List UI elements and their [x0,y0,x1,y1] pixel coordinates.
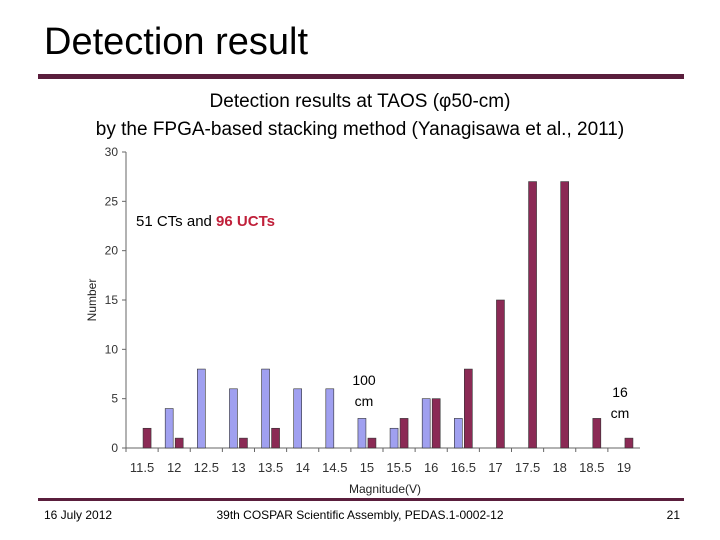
x-tick-label: 17.5 [515,460,540,475]
y-axis-label: Number [85,279,99,322]
y-tick-labels: 0 5 10 15 20 25 30 [105,145,119,455]
bar-16cm-18 [560,181,569,449]
y-tick-label: 15 [105,293,119,307]
series-100cm-label-unit: cm [355,393,374,409]
page-number: 21 [666,508,680,522]
bar-16cm-16 [431,398,441,449]
series-16cm-label-unit: cm [611,405,630,421]
bar-100cm-16 [421,398,431,449]
chart-bars [142,181,634,449]
y-tick-label: 20 [105,244,119,258]
x-tick-label: 19 [617,460,631,475]
x-tick-label: 16 [424,460,438,475]
bar-16cm-19 [624,437,634,449]
bar-100cm-12 [164,408,174,449]
x-tick-label: 17 [488,460,502,475]
bar-16cm-11.5 [142,427,152,449]
x-tick-label: 15 [360,460,374,475]
y-tick-label: 10 [105,342,119,356]
x-tick-labels: 11.5 12 12.5 13 13.5 14 14.5 15 15.5 16 16.5 17 17.5… [130,460,631,475]
bar-100cm-16.5 [454,418,463,449]
x-tick-label: 14.5 [322,460,347,475]
x-tick-label: 12 [167,460,181,475]
series-16cm-label-number: 16 [612,384,628,400]
x-tick-label: 18 [552,460,566,475]
x-tick-label: 18.5 [579,460,604,475]
count-highlight: 96 UCTs [216,213,275,230]
detection-count-annotation: 51 CTs and 96 UCTs [136,213,275,230]
bar-100cm-14.5 [325,388,335,449]
bar-100cm-15.5 [389,427,399,449]
bar-16cm-18.5 [592,418,602,449]
footer-divider [38,498,684,501]
footer-event: 39th COSPAR Scientific Assembly, PEDAS.1… [216,508,504,522]
chart-caption-line-2: by the FPGA-based stacking method (Yanag… [95,119,625,140]
count-prefix: 51 CTs and [136,213,216,230]
x-tick-label: 13 [231,460,245,475]
bar-16cm-15 [367,437,377,449]
bar-16cm-17.5 [528,181,537,449]
chart-axes [122,151,640,452]
y-tick-label: 30 [105,145,119,159]
x-tick-label: 12.5 [194,460,219,475]
x-tick-label: 13.5 [258,460,283,475]
bar-16cm-17 [496,299,505,449]
bar-100cm-14 [293,388,302,449]
footer-date: 16 July 2012 [44,508,113,522]
x-tick-label: 11.5 [130,460,154,475]
x-axis-label: Magnitude(V) [349,482,421,496]
bar-100cm-15 [357,418,367,449]
chart-caption-line-1: Detection results at TAOS (φ50-cm) [209,91,511,112]
y-tick-label: 5 [111,392,118,406]
bar-16cm-13.5 [271,427,280,449]
bar-16cm-15.5 [399,418,409,449]
series-100cm-label-number: 100 [352,372,376,388]
y-tick-label: 0 [111,441,118,455]
bar-16cm-16.5 [464,368,473,449]
x-tick-label: 16.5 [451,460,476,475]
bar-100cm-13.5 [261,368,270,449]
slide-title: Detection result [44,21,309,63]
bar-100cm-13 [229,388,238,449]
bar-100cm-12.5 [197,368,206,449]
x-tick-label: 15.5 [386,460,411,475]
bar-16cm-13 [239,437,248,449]
y-tick-label: 25 [105,194,119,208]
title-divider [38,74,684,79]
x-tick-label: 14 [295,460,309,475]
bar-16cm-12 [174,437,184,449]
